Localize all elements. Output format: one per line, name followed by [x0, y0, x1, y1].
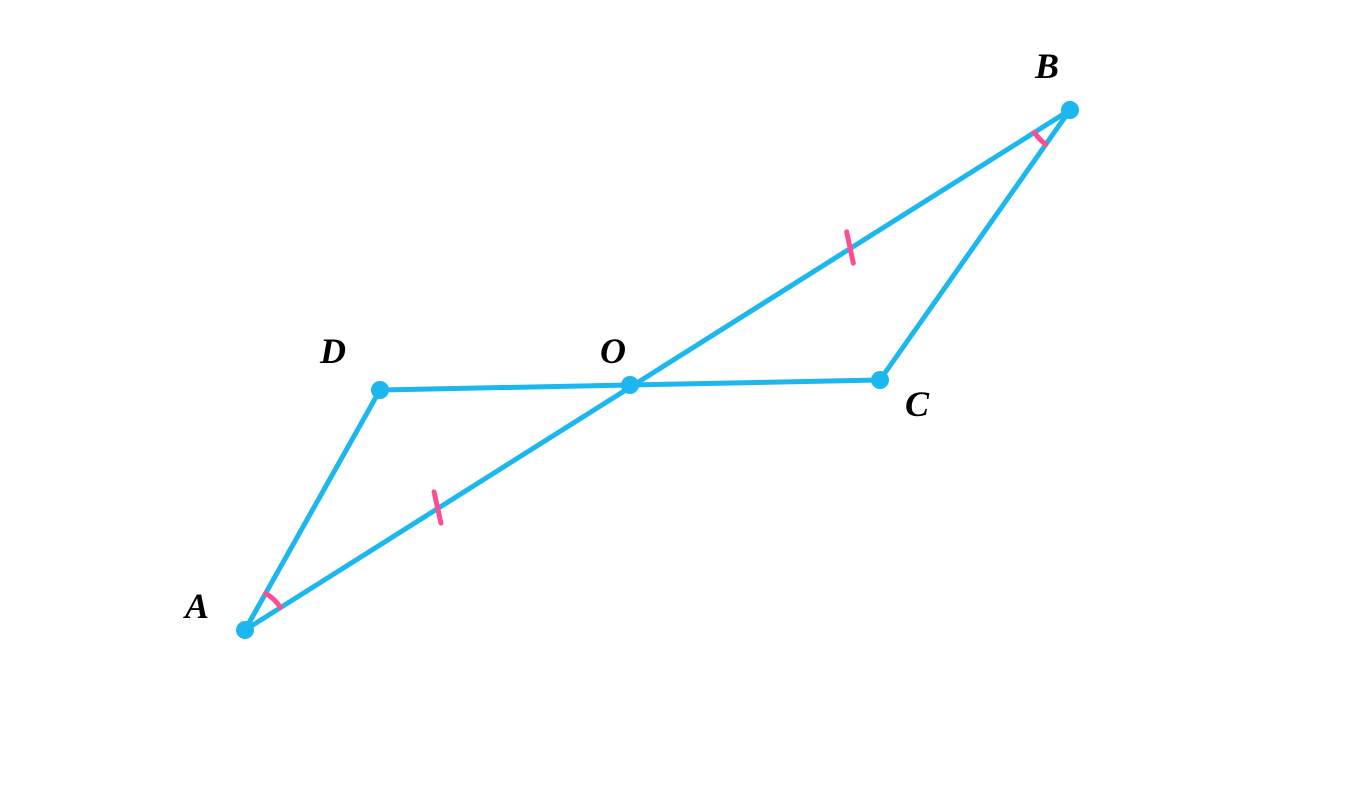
label-A: A: [185, 585, 209, 627]
label-C: C: [905, 383, 929, 425]
geometry-diagram: A B C D O: [0, 0, 1350, 798]
diagram-svg: [0, 0, 1350, 798]
label-O: O: [600, 330, 626, 372]
label-B: B: [1035, 45, 1059, 87]
label-D: D: [320, 330, 346, 372]
